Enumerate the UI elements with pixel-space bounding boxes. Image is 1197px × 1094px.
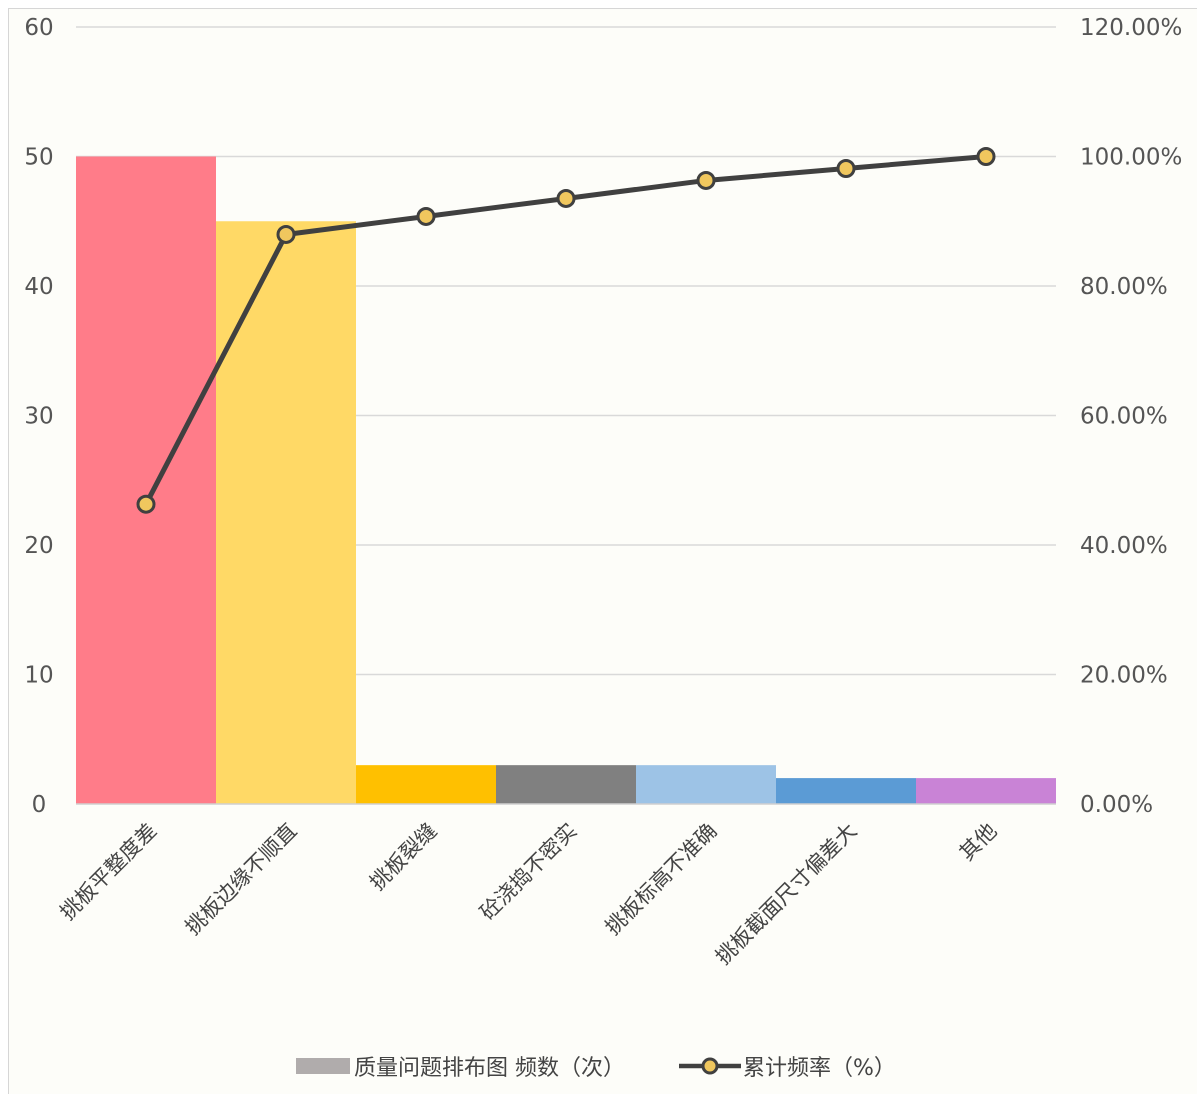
bar [636, 765, 776, 804]
y-right-tick-label: 0.00% [1080, 792, 1153, 818]
cumulative-point [416, 206, 436, 226]
chart-area: 0 10 20 30 40 50 60 0.00% 20.00% 40.00% 60.00% 80.0… [8, 8, 1197, 1094]
y-left-tick-label: 30 [24, 404, 53, 430]
y-right-tick-label: 100.00% [1080, 145, 1182, 171]
y-right-tick-label: 40.00% [1080, 533, 1168, 559]
category-label: 挑板平整度差 [55, 819, 161, 925]
y-left-tick-label: 10 [24, 663, 53, 689]
y-left-tick-label: 40 [24, 274, 53, 300]
legend-label-cumulative: 累计频率（%） [743, 1056, 896, 1081]
bar [216, 221, 356, 804]
cumulative-point [836, 158, 856, 178]
y-right-tick-label: 20.00% [1080, 663, 1168, 689]
category-label: 挑板裂缝 [365, 819, 441, 895]
cumulative-point [276, 224, 296, 244]
cumulative-point [976, 147, 996, 166]
category-label: 挑板截面尺寸偏差大 [711, 819, 862, 970]
bar-series [76, 156, 1056, 804]
y-right-tick-label: 80.00% [1080, 274, 1168, 300]
bar [916, 778, 1056, 804]
bar [496, 765, 636, 804]
bar [776, 778, 916, 804]
category-label: 挑板标高不准确 [601, 819, 722, 940]
line-series [136, 147, 996, 514]
category-label: 挑板边缘不顺直 [181, 819, 302, 940]
legend-item-frequency: 质量问题排布图 频数（次） [296, 1050, 625, 1082]
pareto-chart: 0 10 20 30 40 50 60 0.00% 20.00% 40.00% 60.00% 80.0… [24, 15, 1182, 970]
y-left-tick-label: 60 [24, 15, 53, 41]
legend-line-swatch [679, 1057, 741, 1075]
legend-bar-swatch [296, 1058, 350, 1074]
category-label: 其他 [955, 819, 1002, 866]
category-label: 砼浇捣不密实 [475, 819, 581, 925]
y-right-tick-label: 60.00% [1080, 404, 1168, 430]
y-left-tick-label: 50 [24, 145, 53, 171]
bar [356, 765, 496, 804]
legend-item-cumulative: 累计频率（%） [679, 1050, 896, 1082]
cumulative-point [136, 494, 156, 514]
y-right-tick-label: 120.00% [1080, 15, 1182, 41]
legend: 质量问题排布图 频数（次） 累计频率（%） [296, 1049, 896, 1083]
cumulative-point [696, 170, 716, 190]
cumulative-point [556, 188, 576, 208]
bar [76, 156, 216, 804]
y-left-tick-label: 20 [24, 533, 53, 559]
y-left-tick-label: 0 [32, 792, 47, 818]
legend-label-frequency: 质量问题排布图 频数（次） [354, 1056, 625, 1081]
